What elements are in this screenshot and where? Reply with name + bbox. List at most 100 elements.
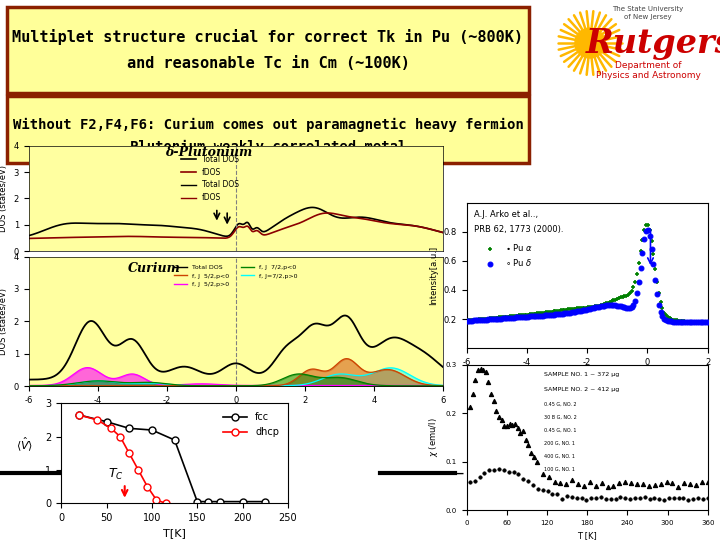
f, J=7/2,p>0 — [224, 382, 233, 389]
$\bullet$ Pu $\alpha$ — [671, 316, 683, 325]
$\bullet$ Pu $\alpha$ — [615, 293, 626, 302]
Point — [702, 477, 714, 486]
Point — [696, 478, 708, 487]
Point — [644, 495, 655, 503]
Total DOS — [24, 376, 33, 383]
$\circ$ Pu $\delta$ — [506, 313, 518, 322]
$\circ$ Pu $\delta$ — [695, 318, 706, 326]
$\bullet$ Pu $\alpha$ — [549, 307, 561, 315]
Point — [678, 494, 689, 503]
fDOS — [271, 228, 279, 235]
$\circ$ Pu $\delta$ — [546, 310, 557, 319]
$\bullet$ Pu $\alpha$ — [508, 312, 519, 320]
f, J=7/2,p>0 — [249, 382, 258, 389]
$\circ$ Pu $\delta$ — [492, 314, 503, 323]
$\circ$ Pu $\delta$ — [606, 301, 618, 309]
Point — [596, 479, 608, 488]
$\circ$ Pu $\delta$ — [597, 302, 608, 310]
$\bullet$ Pu $\alpha$ — [519, 310, 531, 319]
$\circ$ Pu $\delta$ — [573, 307, 585, 315]
$\bullet$ Pu $\alpha$ — [598, 300, 610, 308]
$\bullet$ Pu $\alpha$ — [600, 299, 612, 308]
Point — [672, 483, 684, 491]
dhcp — [75, 412, 84, 418]
Point — [688, 494, 699, 503]
Total DOS — [221, 364, 230, 370]
Circle shape — [575, 28, 605, 58]
$\circ$ Pu $\delta$ — [586, 304, 598, 313]
$\bullet$ Pu $\alpha$ — [700, 318, 711, 326]
X-axis label: $\omega$[eV]: $\omega$[eV] — [572, 373, 602, 387]
$\bullet$ Pu $\alpha$ — [539, 308, 550, 317]
Point — [464, 478, 476, 487]
$\bullet$ Pu $\alpha$ — [548, 307, 559, 315]
f, J  5/2,p<0 — [224, 382, 233, 389]
Point — [584, 478, 595, 487]
$\bullet$ Pu $\alpha$ — [461, 316, 472, 325]
$\bullet$ Pu $\alpha$ — [530, 309, 541, 318]
$\circ$ Pu $\delta$ — [629, 296, 641, 305]
$\bullet$ Pu $\alpha$ — [490, 314, 501, 322]
$\bullet$ Pu $\alpha$ — [693, 318, 704, 326]
Line: f, J  7/2,p<0: f, J 7/2,p<0 — [29, 374, 443, 386]
$\circ$ Pu $\delta$ — [519, 313, 531, 321]
$\circ$ Pu $\delta$ — [534, 312, 545, 320]
Point — [493, 465, 505, 474]
f, J  5/2,p<0 — [221, 382, 230, 389]
$\circ$ Pu $\delta$ — [635, 264, 647, 272]
Point — [543, 472, 554, 481]
Text: 100 G, NO. 1: 100 G, NO. 1 — [544, 467, 575, 472]
Text: δ-Plutonium: δ-Plutonium — [166, 146, 253, 159]
$\bullet$ Pu $\alpha$ — [467, 316, 478, 325]
$\bullet$ Pu $\alpha$ — [553, 306, 564, 315]
$\bullet$ Pu $\alpha$ — [617, 293, 629, 301]
Point — [527, 481, 539, 489]
X-axis label: ENERGY (eV): ENERGY (eV) — [204, 410, 267, 420]
$\circ$ Pu $\delta$ — [472, 316, 483, 325]
$\circ$ Pu $\delta$ — [474, 316, 485, 325]
$\bullet$ Pu $\alpha$ — [495, 313, 507, 322]
$\circ$ Pu $\delta$ — [508, 313, 519, 322]
dhcp — [125, 450, 134, 457]
Point — [532, 484, 544, 493]
$\circ$ Pu $\delta$ — [500, 314, 512, 322]
Point — [537, 470, 549, 478]
$\bullet$ Pu $\alpha$ — [597, 300, 608, 309]
$\circ$ Pu $\delta$ — [660, 316, 672, 325]
fDOS — [429, 227, 438, 233]
f, J=7/2,p>0 — [238, 382, 246, 389]
$\bullet$ Pu $\alpha$ — [631, 269, 643, 278]
f, J  5/2,p>0 — [271, 382, 280, 389]
Point — [637, 480, 649, 489]
$\bullet$ Pu $\alpha$ — [544, 307, 556, 316]
Point — [477, 366, 489, 375]
Point — [515, 428, 526, 437]
Line: fDOS: fDOS — [29, 213, 443, 239]
Point — [520, 435, 531, 444]
Point — [613, 479, 625, 488]
Text: $T_C$: $T_C$ — [109, 467, 124, 482]
Point — [590, 482, 602, 490]
Point — [479, 469, 490, 478]
$\bullet$ Pu $\alpha$ — [472, 315, 483, 324]
Point — [542, 487, 554, 496]
Point — [567, 476, 578, 484]
$\circ$ Pu $\delta$ — [702, 318, 714, 326]
f, J  5/2,p<0 — [438, 382, 447, 389]
$\bullet$ Pu $\alpha$ — [678, 317, 690, 326]
Point — [467, 390, 478, 399]
Y-axis label: $\langle \hat{V} \rangle$: $\langle \hat{V} \rangle$ — [16, 435, 33, 453]
$\circ$ Pu $\delta$ — [524, 312, 536, 321]
Point — [639, 493, 650, 502]
$\circ$ Pu $\delta$ — [677, 318, 688, 326]
$\bullet$ Pu $\alpha$ — [477, 315, 489, 323]
fcc — [261, 498, 270, 505]
Point — [509, 420, 521, 428]
$\circ$ Pu $\delta$ — [696, 318, 708, 326]
$\circ$ Pu $\delta$ — [561, 309, 572, 318]
f, J  5/2,p<0 — [271, 382, 279, 389]
dhcp — [161, 500, 170, 507]
$\bullet$ Pu $\alpha$ — [639, 226, 650, 234]
f, J  7/2,p<0 — [429, 382, 438, 389]
$\bullet$ Pu $\alpha$ — [499, 313, 510, 321]
